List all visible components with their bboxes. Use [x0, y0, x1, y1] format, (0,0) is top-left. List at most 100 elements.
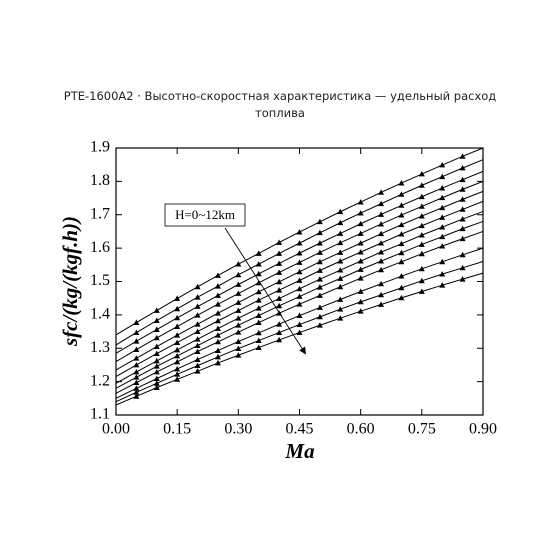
data-point	[133, 393, 140, 399]
data-point	[337, 249, 344, 255]
data-point	[194, 336, 201, 342]
x-tick-label: 0.45	[286, 421, 314, 438]
data-point	[255, 305, 262, 311]
data-point	[296, 329, 303, 335]
y-tick-label: 1.4	[90, 306, 110, 323]
data-point	[255, 270, 262, 277]
data-point	[316, 258, 323, 265]
y-tick-label: 1.7	[90, 205, 110, 222]
data-point	[418, 277, 425, 284]
data-point	[316, 218, 323, 225]
data-point	[398, 273, 405, 279]
data-point	[316, 313, 323, 320]
data-point	[439, 185, 446, 191]
data-point	[357, 240, 364, 246]
data-point	[337, 219, 344, 226]
data-point	[296, 293, 303, 299]
data-point	[214, 359, 221, 366]
data-point	[174, 371, 181, 377]
data-point	[276, 287, 283, 293]
data-point	[133, 374, 140, 380]
data-point	[235, 329, 242, 335]
data-point	[459, 276, 466, 282]
data-point	[296, 301, 303, 307]
data-point	[459, 235, 466, 242]
data-point	[418, 171, 425, 177]
data-point	[194, 312, 201, 318]
data-point	[316, 292, 323, 298]
data-point	[214, 347, 221, 353]
data-point	[378, 258, 385, 264]
data-point	[296, 268, 303, 275]
data-point	[214, 353, 221, 360]
data-point	[235, 352, 242, 358]
data-point	[276, 278, 283, 285]
data-point	[276, 250, 283, 256]
data-point	[214, 283, 221, 289]
data-point	[337, 258, 344, 264]
data-point	[153, 357, 160, 364]
data-point	[255, 261, 262, 267]
data-point	[235, 315, 242, 321]
data-point	[357, 288, 364, 294]
data-point	[153, 350, 160, 356]
data-point	[174, 376, 181, 382]
data-point	[276, 329, 283, 335]
data-point	[398, 212, 405, 218]
data-point	[174, 295, 181, 301]
data-point	[357, 308, 364, 314]
data-point	[439, 233, 446, 240]
y-tick-label: 1.8	[90, 172, 110, 189]
data-point	[255, 288, 262, 295]
data-point	[296, 240, 303, 246]
data-point	[459, 264, 466, 271]
data-point	[418, 203, 425, 209]
data-point	[357, 275, 364, 281]
data-point	[378, 211, 385, 217]
data-point	[418, 241, 425, 247]
data-point	[255, 329, 262, 336]
data-point	[174, 339, 181, 345]
data-point	[378, 249, 385, 255]
data-point	[398, 240, 405, 247]
data-point	[316, 229, 323, 236]
data-point	[296, 277, 303, 283]
data-point	[194, 348, 201, 354]
data-point	[398, 249, 405, 256]
y-tick-label: 1.3	[90, 339, 110, 356]
data-point	[174, 358, 181, 365]
data-point	[459, 196, 466, 202]
data-point	[439, 258, 446, 265]
data-point	[378, 240, 385, 246]
data-point	[378, 301, 385, 307]
x-tick-label: 0.60	[347, 421, 375, 438]
annotation-box	[164, 203, 246, 227]
data-point	[194, 283, 201, 290]
data-point	[316, 284, 323, 290]
data-point	[133, 355, 140, 361]
data-point	[439, 271, 446, 277]
data-point	[296, 259, 303, 265]
data-point	[133, 329, 140, 335]
data-point	[439, 243, 446, 249]
data-point	[214, 301, 221, 307]
data-point	[418, 193, 425, 200]
data-point	[398, 294, 405, 301]
x-tick-label: 0.75	[408, 421, 436, 438]
data-point	[357, 220, 364, 227]
data-point	[337, 306, 344, 312]
data-point	[357, 210, 364, 216]
data-point	[174, 352, 181, 359]
data-point	[357, 266, 364, 272]
data-point	[378, 189, 385, 195]
data-point	[439, 214, 446, 220]
data-point	[276, 269, 283, 275]
data-point	[337, 283, 344, 290]
data-point	[316, 322, 323, 328]
data-point	[276, 302, 283, 309]
data-point	[316, 276, 323, 282]
data-point	[439, 282, 446, 288]
data-point	[235, 299, 242, 305]
data-point	[418, 222, 425, 229]
